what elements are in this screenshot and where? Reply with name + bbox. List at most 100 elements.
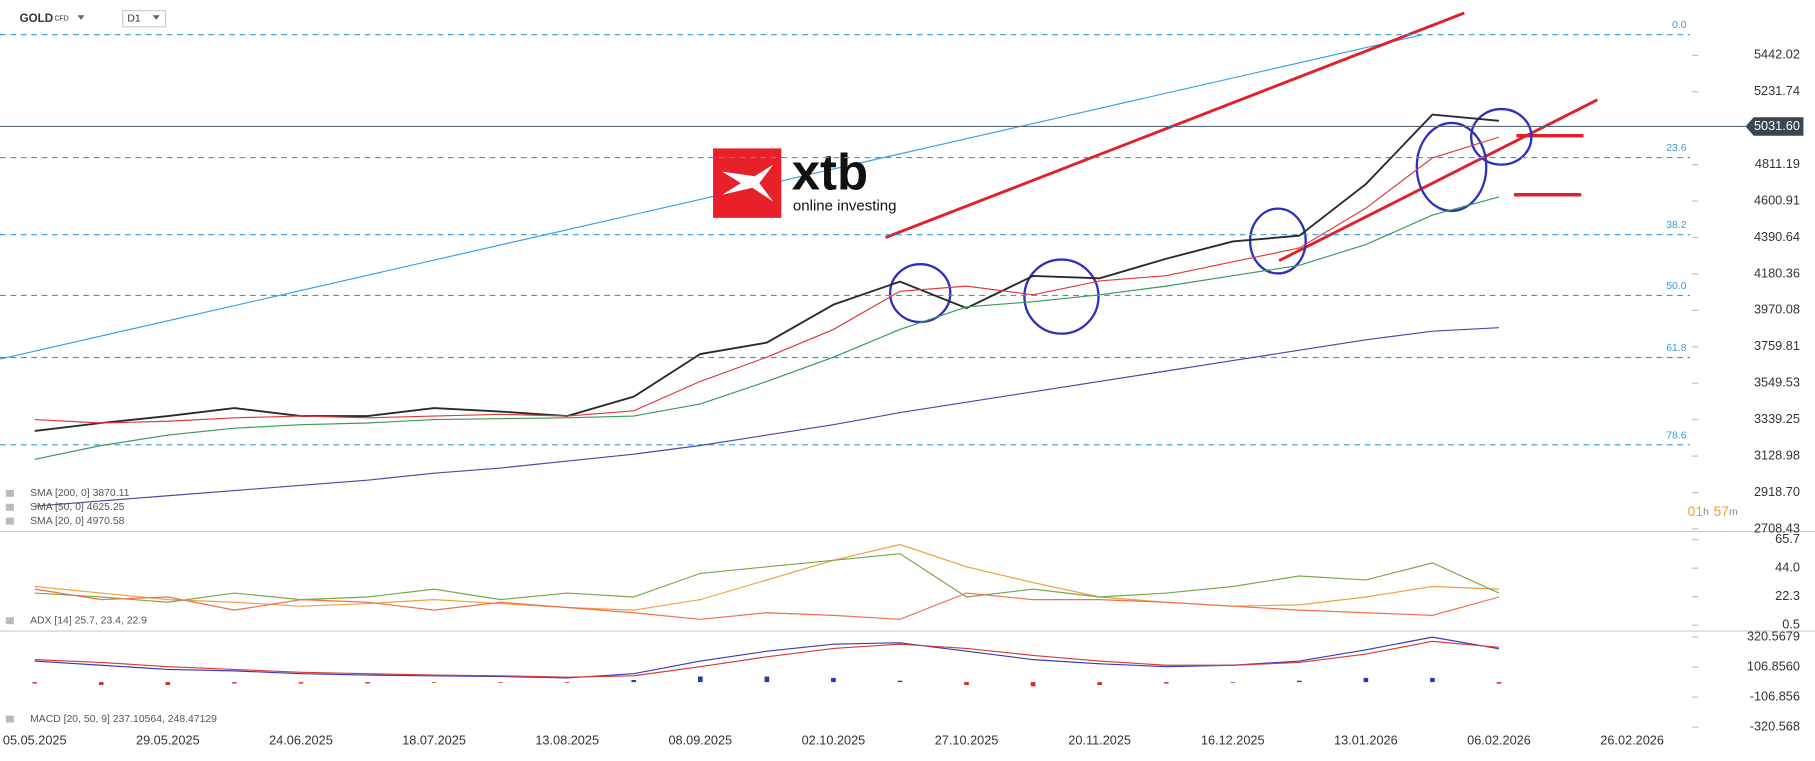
- histogram-bar: [365, 682, 370, 684]
- legend-icon: [5, 503, 14, 511]
- y-tick-label: 2708.43: [1754, 520, 1800, 535]
- histogram-bar: [232, 682, 237, 684]
- series-line: [34, 113, 1500, 432]
- y-tick-label: 3970.08: [1754, 302, 1800, 317]
- histogram-bar: [831, 677, 836, 683]
- fib-label: 38.2: [1666, 220, 1686, 231]
- y-tick-label: 4600.91: [1754, 192, 1800, 207]
- legend-icon: [5, 617, 14, 625]
- x-tick-label: 26.02.2026: [1600, 732, 1664, 747]
- last-price-label: 5031.60: [1754, 118, 1800, 133]
- y-tick-label: 320.5679: [1747, 628, 1800, 643]
- histogram-bar: [1163, 682, 1169, 684]
- series-line: [34, 543, 1500, 611]
- legend-entry: MACD [20, 50, 9] 237.10564, 248.47129: [30, 714, 217, 725]
- series-line: [34, 327, 1500, 507]
- histogram-bar: [431, 682, 437, 683]
- histogram-bar: [32, 682, 38, 684]
- logo-brand: xtb: [792, 144, 868, 201]
- symbol[interactable]: GOLD: [20, 13, 53, 25]
- interval-box[interactable]: [122, 10, 167, 28]
- fib-label: 23.6: [1666, 143, 1686, 154]
- y-tick-label: 106.8560: [1747, 658, 1800, 673]
- timer-minutes: 57: [1714, 503, 1730, 519]
- y-tick-label: 3128.98: [1754, 447, 1800, 462]
- x-tick-label: 29.05.2025: [136, 732, 200, 747]
- highlight-circle: [1415, 121, 1488, 213]
- series-line: [34, 640, 1500, 678]
- legend-icon: [5, 715, 14, 723]
- y-tick-label: 5231.74: [1754, 83, 1800, 98]
- x-tick-label: 20.11.2025: [1068, 732, 1131, 747]
- y-tick-label: 3759.81: [1754, 338, 1800, 353]
- highlight-circle: [1470, 107, 1533, 166]
- timer-unit: h: [1703, 507, 1709, 518]
- y-tick-label: 0.5: [1782, 617, 1800, 632]
- series-line: [34, 136, 1500, 424]
- x-tick-label: 06.02.2026: [1467, 732, 1531, 747]
- y-tick-label: 5442.02: [1754, 47, 1800, 62]
- x-tick-label: 02.10.2025: [802, 732, 866, 747]
- y-tick-label: 4390.64: [1754, 229, 1800, 244]
- y-tick-label: -320.568: [1750, 719, 1800, 734]
- x-tick-label: 27.10.2025: [935, 732, 999, 747]
- fib-label: 50.0: [1666, 281, 1686, 292]
- fib-label: 61.8: [1666, 343, 1686, 354]
- y-tick-label: 2918.70: [1754, 484, 1800, 499]
- legend-icon: [5, 489, 14, 497]
- histogram-bar: [764, 676, 770, 683]
- histogram-bar: [697, 676, 703, 683]
- x-tick-label: 13.08.2025: [535, 732, 599, 747]
- histogram-bar: [564, 682, 570, 683]
- x-tick-label: 05.05.2025: [3, 732, 67, 747]
- last-price-box: [1745, 117, 1804, 136]
- fib-label: 78.6: [1666, 430, 1686, 441]
- y-tick-label: 3339.25: [1754, 411, 1800, 426]
- histogram-bar: [1030, 682, 1036, 687]
- histogram-bar: [1230, 682, 1236, 683]
- instrument-type: CFD: [54, 16, 68, 23]
- highlight-circle: [1248, 207, 1307, 275]
- x-tick-label: 16.12.2025: [1201, 732, 1265, 747]
- y-tick-label: 4180.36: [1754, 265, 1800, 280]
- histogram-bar: [897, 680, 903, 683]
- x-tick-label: 08.09.2025: [668, 732, 732, 747]
- histogram-bar: [1430, 677, 1435, 683]
- series-line: [34, 553, 1500, 603]
- y-tick-label: 44.0: [1775, 559, 1800, 574]
- legend-entry: SMA [50, 0] 4625.25: [30, 502, 125, 513]
- series-line: [34, 588, 1500, 620]
- x-tick-label: 24.06.2025: [269, 732, 333, 747]
- y-tick-label: 3549.53: [1754, 375, 1800, 390]
- logo-tagline: online investing: [793, 197, 897, 214]
- interval[interactable]: D1: [127, 14, 141, 25]
- x-tick-label: 13.01.2026: [1334, 732, 1398, 747]
- histogram-bar: [498, 682, 503, 683]
- legend-entry: SMA [200, 0] 3870.11: [30, 488, 130, 499]
- histogram-bar: [1363, 677, 1369, 683]
- timer: 01h 57m: [1688, 503, 1738, 519]
- dropdown-arrow[interactable]: [152, 15, 160, 20]
- timer-hours: 01: [1688, 503, 1704, 519]
- histogram-bar: [1297, 680, 1302, 683]
- histogram-bar: [964, 682, 969, 685]
- trend-line: [0, 34, 1422, 360]
- y-tick-label: 22.3: [1775, 588, 1800, 603]
- histogram-bar: [1097, 682, 1102, 685]
- highlight-circle: [1023, 258, 1100, 335]
- series-line: [34, 196, 1500, 460]
- dropdown-arrow[interactable]: [77, 15, 85, 20]
- y-tick-label: -106.856: [1750, 689, 1800, 704]
- y-tick-label: 4811.19: [1755, 156, 1800, 171]
- fib-label: 0.0: [1672, 20, 1687, 31]
- legend-entry: SMA [20, 0] 4970.58: [30, 516, 125, 527]
- y-tick-label: 65.7: [1775, 531, 1800, 546]
- histogram-bar: [298, 682, 304, 684]
- logo-symbol: [722, 164, 774, 202]
- timer-unit: m: [1729, 507, 1738, 518]
- x-tick-label: 18.07.2025: [402, 732, 466, 747]
- trend-line: [884, 11, 1465, 239]
